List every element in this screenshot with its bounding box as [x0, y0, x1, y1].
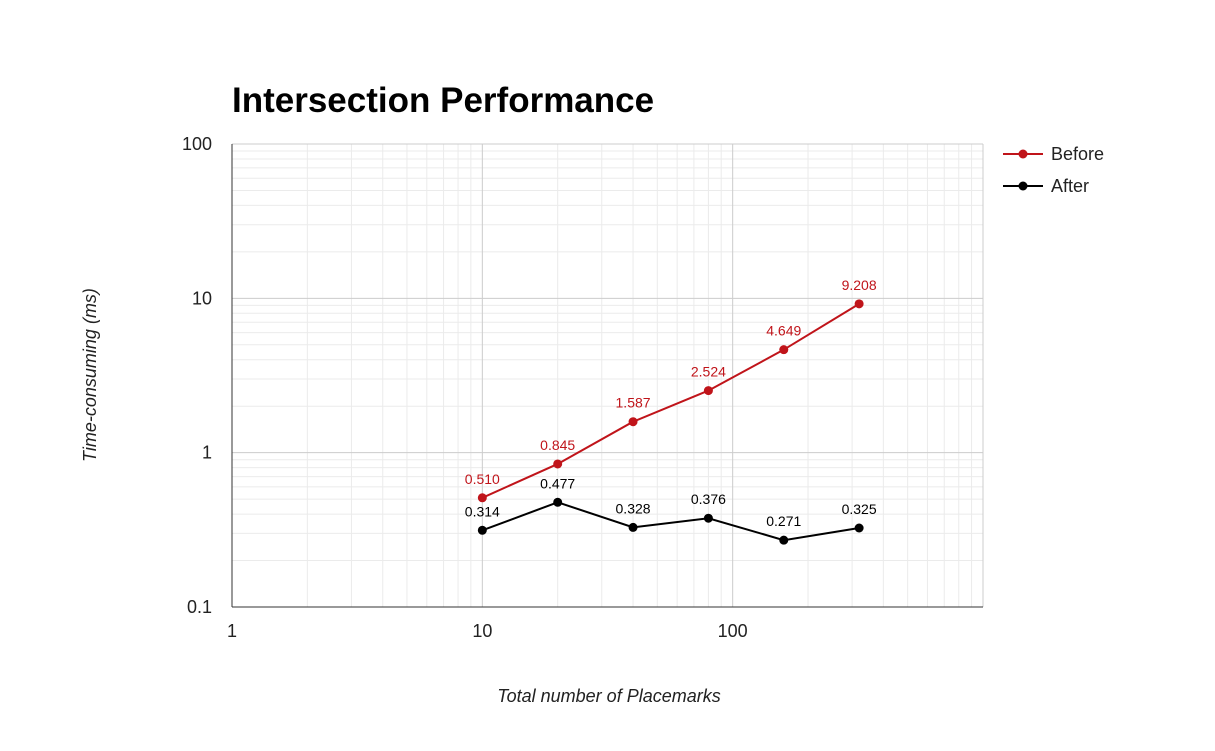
y-tick-label: 100	[182, 134, 212, 154]
data-label: 0.328	[616, 500, 651, 516]
axes: 1 10 100 100 10 1 0.1	[182, 134, 983, 641]
series-line	[481, 501, 860, 542]
data-label: 0.314	[465, 503, 500, 519]
legend-label: Before	[1051, 144, 1104, 164]
data-label: 0.271	[766, 513, 801, 529]
legend: Before After	[1003, 144, 1104, 196]
data-label: 0.845	[540, 437, 575, 453]
data-point	[477, 525, 487, 535]
data-point	[553, 459, 563, 469]
data-point	[854, 523, 864, 533]
legend-item-after: After	[1003, 176, 1089, 196]
data-point	[854, 299, 864, 309]
data-label: 0.477	[540, 475, 575, 491]
chart-title: Intersection Performance	[232, 81, 654, 120]
data-label: 1.587	[616, 395, 651, 411]
data-label: 4.649	[766, 323, 801, 339]
data-point	[779, 535, 789, 545]
data-label: 9.208	[842, 277, 877, 293]
data-label: 0.510	[465, 471, 500, 487]
y-tick-label: 1	[202, 443, 212, 463]
data-label: 0.376	[691, 491, 726, 507]
data-point	[628, 522, 638, 532]
data-point	[553, 497, 563, 507]
legend-label: After	[1051, 176, 1089, 196]
legend-item-before: Before	[1003, 144, 1104, 164]
y-axis-title: Time-consuming (ms)	[80, 288, 100, 462]
data-point	[703, 513, 713, 523]
x-tick-label: 10	[472, 621, 492, 641]
series-before	[477, 299, 864, 503]
x-tick-label: 100	[718, 621, 748, 641]
x-tick-label: 1	[227, 621, 237, 641]
data-point	[779, 345, 789, 355]
data-point	[477, 493, 487, 503]
data-labels: 0.510 0.845 1.587 2.524 4.649 9.208 0.314 0.477…	[465, 277, 877, 529]
gridlines	[231, 143, 984, 608]
x-axis-title: Total number of Placemarks	[497, 686, 720, 706]
data-point	[628, 417, 638, 427]
legend-marker	[1018, 149, 1028, 159]
series-after	[477, 497, 864, 545]
series-area	[477, 299, 864, 545]
data-label: 2.524	[691, 364, 726, 380]
data-point	[703, 386, 713, 396]
y-tick-label: 0.1	[187, 597, 212, 617]
y-tick-label: 10	[192, 288, 212, 308]
series-line	[481, 303, 860, 499]
legend-marker	[1018, 181, 1028, 191]
data-label: 0.325	[842, 501, 877, 517]
